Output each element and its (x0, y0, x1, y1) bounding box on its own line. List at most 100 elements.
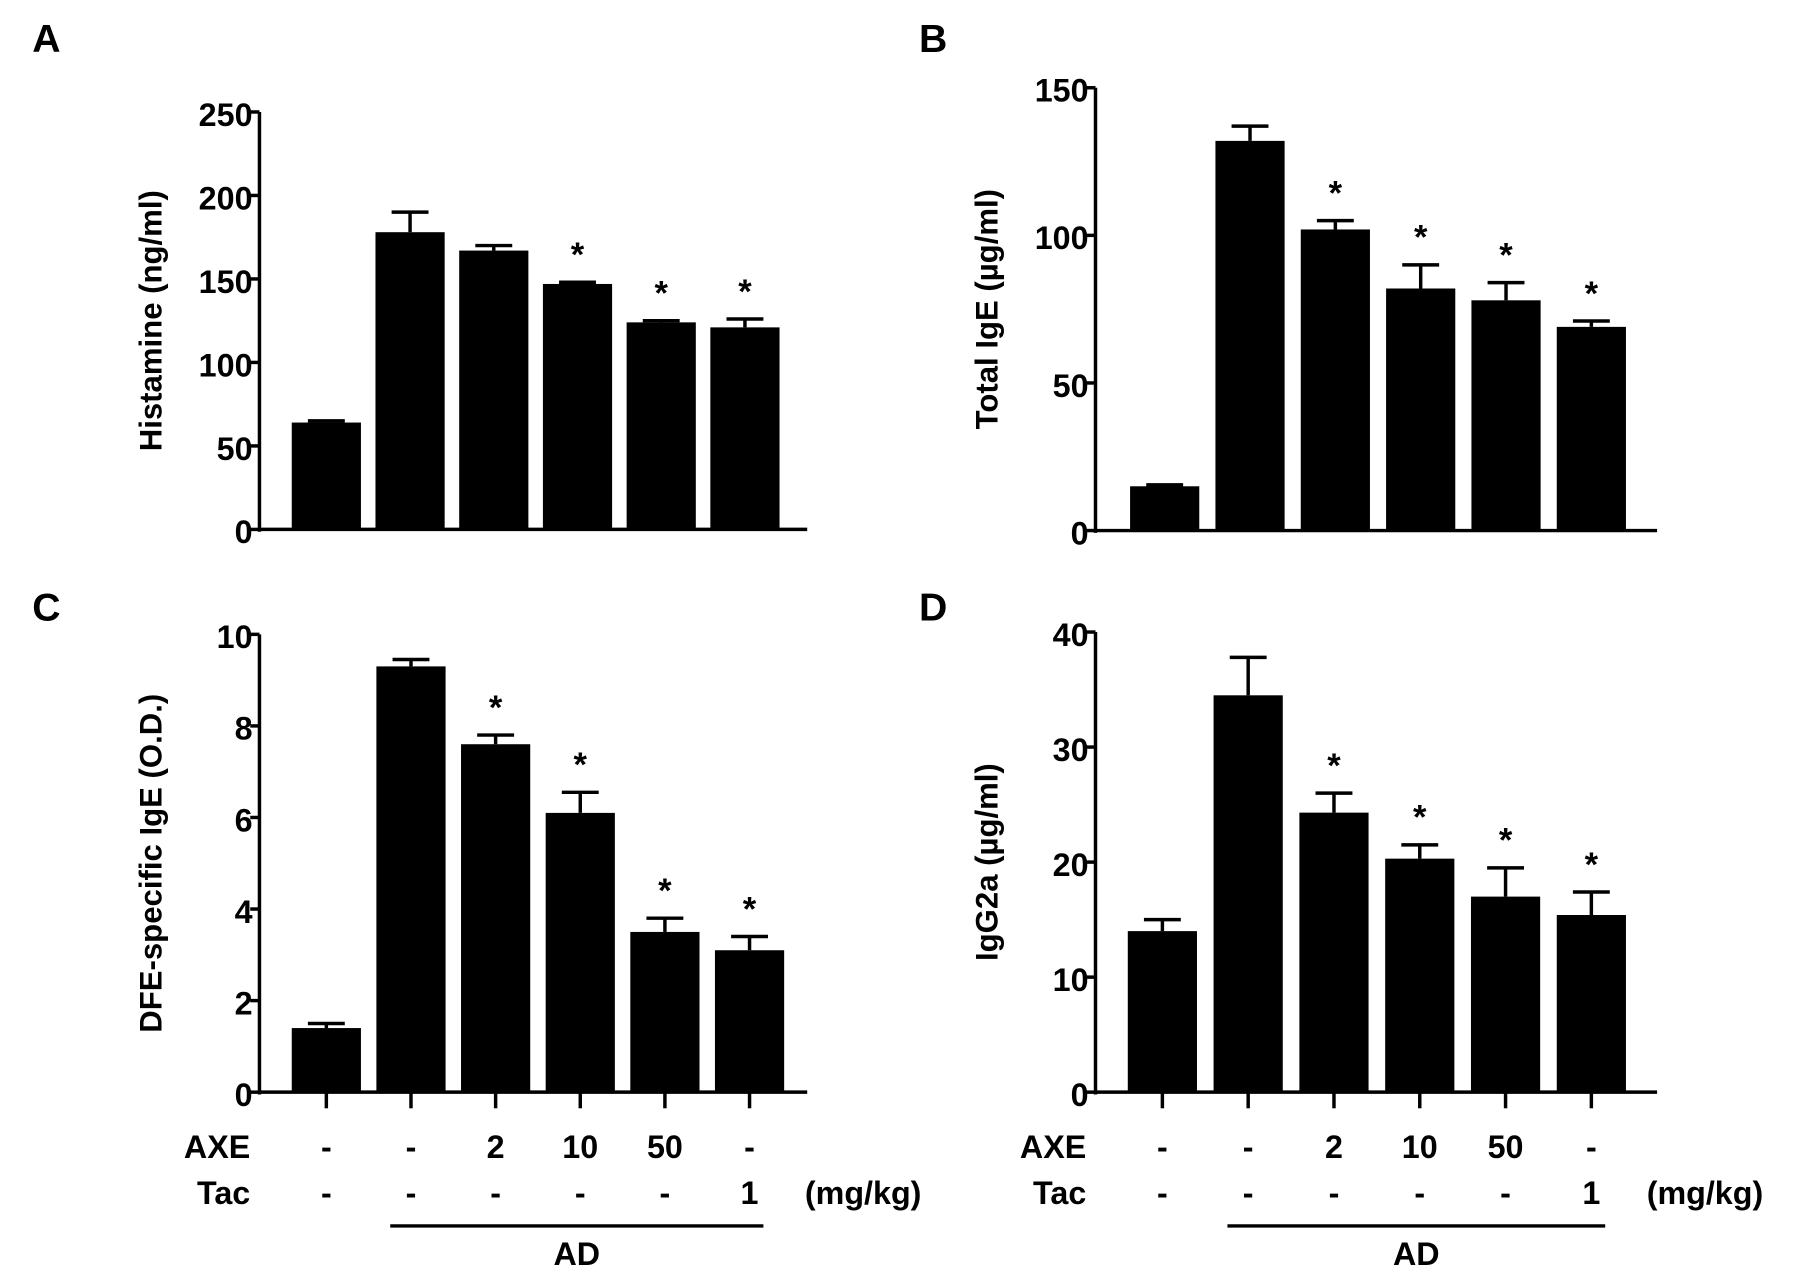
dose-value: 1 (1582, 1175, 1600, 1211)
panel-label: D (919, 587, 947, 630)
significance-marker: * (1327, 747, 1341, 785)
dose-value: - (1243, 1175, 1254, 1211)
y-tick-label: 20 (1053, 847, 1089, 883)
dose-value: 2 (1325, 1129, 1343, 1165)
panel-label: B (919, 18, 947, 61)
y-axis-label: Total IgE (µg/ml) (969, 189, 1004, 429)
bar (1299, 812, 1369, 1093)
group-label: AD (1393, 1236, 1440, 1272)
row-label-axe: AXE (1020, 1129, 1086, 1165)
y-tick-label: 100 (1035, 220, 1089, 256)
bar (714, 950, 785, 1093)
dose-value: 50 (1488, 1129, 1524, 1165)
dose-value: - (1243, 1129, 1254, 1165)
y-tick-label: 200 (199, 180, 253, 216)
y-tick-label: 10 (217, 619, 253, 655)
unit-label: (mg/kg) (1647, 1175, 1764, 1211)
y-tick-label: 10 (1053, 962, 1089, 998)
significance-marker: * (743, 890, 757, 928)
y-tick-label: 6 (235, 802, 253, 838)
dose-value: 2 (487, 1129, 505, 1165)
significance-marker: * (1414, 219, 1428, 257)
bar (1130, 486, 1200, 531)
y-tick-label: 250 (199, 97, 253, 133)
panel-label: A (32, 18, 60, 61)
bar (461, 744, 531, 1093)
y-tick-label: 0 (235, 514, 253, 550)
bar (710, 327, 780, 530)
dose-value: - (1500, 1175, 1511, 1211)
bar (1470, 896, 1541, 1093)
panel-d: D 0 10 20 30 40 IgG2a (µg/ml) * * * * AXE - - 2 10 50 - Ta… (919, 587, 1763, 1273)
y-tick-label: 30 (1053, 732, 1089, 768)
panel-b: B 0 50 100 150 Total IgE (µg/ml) * * * * (919, 18, 1658, 551)
significance-marker: * (1585, 846, 1599, 884)
bar (1556, 915, 1626, 1093)
significance-marker: * (489, 689, 503, 727)
y-tick-label: 8 (235, 711, 253, 747)
bar (1471, 300, 1541, 531)
dose-value: - (1586, 1129, 1597, 1165)
significance-marker: * (658, 872, 672, 910)
dose-value: 10 (1402, 1129, 1438, 1165)
significance-marker: * (654, 275, 668, 313)
y-tick-label: 0 (1071, 515, 1089, 551)
dose-value: - (490, 1175, 501, 1211)
dose-value: 50 (647, 1129, 683, 1165)
y-axis-label: IgG2a (µg/ml) (969, 763, 1004, 961)
dose-value: - (1414, 1175, 1425, 1211)
bar (1300, 229, 1370, 531)
dose-value: - (1157, 1175, 1168, 1211)
panel-c: C 0 2 4 6 8 10 DFE-specific IgE (O.D.) * * * * AXE - -… (32, 587, 921, 1273)
significance-marker: * (738, 273, 752, 311)
row-label-tac: Tac (1033, 1175, 1086, 1211)
dose-value: 1 (741, 1175, 759, 1211)
dose-value: - (1329, 1175, 1340, 1211)
significance-marker: * (1413, 799, 1427, 837)
significance-marker: * (571, 236, 585, 274)
dose-value: - (660, 1175, 671, 1211)
y-tick-label: 150 (1035, 73, 1089, 109)
dose-value: - (744, 1129, 755, 1165)
bar (542, 283, 613, 530)
group-label: AD (554, 1236, 601, 1272)
bar (1215, 140, 1285, 531)
bar (1127, 931, 1197, 1093)
y-tick-label: 150 (199, 264, 253, 300)
dose-value: - (1157, 1129, 1168, 1165)
significance-marker: * (1585, 275, 1599, 313)
bar (630, 931, 700, 1093)
y-tick-label: 0 (235, 1077, 253, 1113)
significance-marker: * (1499, 822, 1513, 860)
dose-value: - (406, 1175, 417, 1211)
y-tick-label: 0 (1071, 1077, 1089, 1113)
bar (459, 250, 529, 530)
bar (375, 232, 445, 530)
dose-value: - (321, 1175, 332, 1211)
y-tick-label: 40 (1053, 617, 1089, 653)
bar (1213, 695, 1283, 1093)
bar (626, 322, 696, 530)
bar (1386, 288, 1456, 531)
y-tick-label: 50 (1053, 368, 1089, 404)
panel-a: A 0 50 100 150 200 250 Histamine (ng/ml) * * * (32, 18, 808, 550)
unit-label: (mg/kg) (805, 1175, 922, 1211)
significance-marker: * (574, 746, 588, 784)
dose-value: - (321, 1129, 332, 1165)
y-axis-label: Histamine (ng/ml) (133, 190, 168, 451)
row-label-axe: AXE (184, 1129, 250, 1165)
row-label-tac: Tac (197, 1175, 250, 1211)
y-tick-label: 50 (217, 431, 253, 467)
significance-marker: * (1499, 236, 1513, 274)
bar (545, 812, 615, 1093)
significance-marker: * (1329, 174, 1343, 212)
bar (291, 1028, 361, 1093)
bar (376, 666, 446, 1093)
y-tick-label: 100 (199, 347, 253, 383)
dose-value: - (406, 1129, 417, 1165)
panel-label: C (32, 587, 60, 630)
bar (1556, 326, 1626, 531)
dose-value: 10 (562, 1129, 598, 1165)
dose-value: - (575, 1175, 586, 1211)
